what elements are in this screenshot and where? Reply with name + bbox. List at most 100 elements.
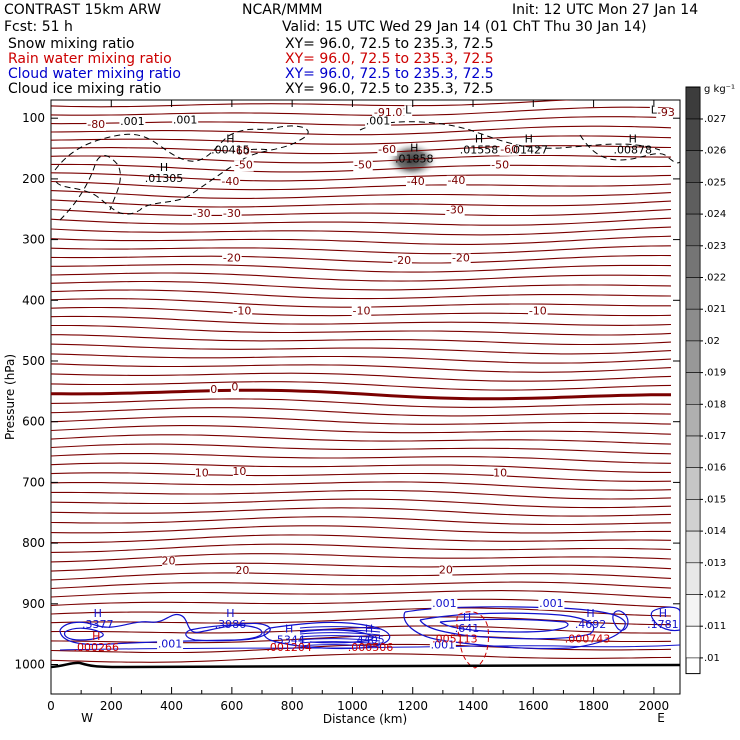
colorbar-swatch	[685, 87, 701, 120]
colorbar-swatch	[685, 467, 701, 500]
isotherm-line	[51, 343, 672, 355]
isotherm-line	[51, 498, 672, 509]
temperature-label: 10	[195, 466, 209, 479]
y-tick-label: 1000	[14, 658, 45, 672]
colorbar-label: .027	[704, 114, 726, 125]
valid-time: Valid: 15 UTC Wed 29 Jan 14 (01 ChT Thu …	[282, 19, 647, 35]
x-tick-label: 600	[220, 699, 243, 713]
colorbar-label: .018	[704, 399, 726, 410]
colorbar-label: .02	[704, 336, 720, 347]
isotherm-line	[51, 125, 672, 136]
cloud-water-label-value: .3377	[82, 618, 114, 631]
label-knockout	[405, 176, 426, 188]
colorbar-label: .019	[704, 368, 726, 379]
ice-label: H	[160, 161, 168, 174]
isotherm-line	[51, 443, 672, 455]
isotherm-line	[51, 472, 672, 482]
cloud-water-contour	[299, 626, 381, 630]
rain-label-value: .000743	[565, 633, 611, 646]
cloud-water-contour	[63, 627, 104, 641]
colorbar-label: .017	[704, 431, 726, 442]
isotherm-line	[51, 481, 672, 491]
temperature-label: 20	[235, 564, 249, 577]
ice-label: H	[410, 142, 418, 155]
colorbar-label: .016	[704, 463, 726, 474]
isotherm-line	[51, 489, 672, 500]
temperature-label: -60	[232, 145, 250, 158]
label-knockout	[372, 107, 412, 119]
isotherm-line	[51, 425, 672, 435]
label-knockout	[446, 175, 467, 187]
isotherm-line	[51, 398, 672, 408]
temperature-label: -60	[378, 143, 396, 156]
label-knockout	[231, 146, 251, 158]
cloud-water-contour	[299, 638, 381, 642]
x-tick-label: 1400	[458, 699, 489, 713]
isotherm-line	[51, 407, 672, 417]
isotherm-line	[51, 217, 672, 226]
ice-label: .001	[173, 114, 198, 127]
field-name: Cloud water mixing ratio	[8, 66, 181, 82]
west-label: W	[81, 711, 93, 725]
colorbar-label: .025	[704, 177, 726, 188]
ice-label-value: .01558	[460, 143, 499, 156]
temperature-label: -40	[221, 175, 239, 188]
colorbar-label: .021	[704, 304, 726, 315]
cloud-water-contour	[439, 618, 569, 633]
label-knockout	[377, 144, 397, 156]
isotherm-line	[51, 180, 672, 191]
ice-label: H	[525, 132, 533, 145]
y-tick-label: 700	[22, 475, 45, 489]
rain-label-value: .001204	[266, 641, 312, 654]
label-knockout	[119, 116, 146, 128]
cloud-ice-contour	[579, 134, 680, 164]
cloud-water-contour	[650, 606, 680, 632]
label-knockout	[220, 176, 241, 188]
colorbar-swatch	[685, 340, 701, 373]
colorbar-label: .024	[704, 209, 726, 220]
isotherm-line	[51, 462, 671, 473]
temperature-label: -30	[446, 203, 464, 216]
init-time: Init: 12 UTC Mon 27 Jan 14	[512, 2, 698, 18]
cloud-water-label: H	[463, 611, 471, 624]
isotherm-line	[51, 653, 672, 663]
terrain-line	[51, 661, 680, 669]
cloud-water-contour	[185, 624, 263, 642]
temperature-label: -10	[352, 304, 370, 317]
ice-label: .001	[120, 115, 145, 128]
field-xy: XY= 96.0, 72.5 to 235.3, 72.5	[285, 36, 494, 52]
label-knockout	[439, 565, 453, 577]
colorbar-swatch	[685, 499, 701, 532]
y-tick-label: 400	[22, 293, 45, 307]
isotherm-line	[51, 453, 672, 464]
colorbar-swatch	[685, 277, 701, 310]
temperature-label: -93	[657, 106, 675, 119]
ice-label-value: .01427	[510, 143, 549, 156]
colorbar-swatch	[685, 245, 701, 278]
cloud-water-contour	[612, 610, 629, 631]
temperature-label: -50	[235, 159, 253, 172]
isotherm-line	[51, 353, 672, 364]
cloud-water-label-value: .641	[455, 622, 480, 635]
isotherm-line	[51, 581, 672, 590]
ice-label: .001	[366, 114, 391, 127]
label-knockout	[191, 209, 212, 221]
label-knockout	[538, 598, 565, 610]
isotherm-line	[51, 116, 672, 126]
ice-label-value: .01305	[145, 172, 184, 185]
isotherm-line	[51, 416, 672, 425]
colorbar-swatch	[685, 372, 701, 405]
label-knockout	[162, 556, 176, 568]
colorbar-swatch	[685, 594, 701, 627]
rain-label-value: .000506	[348, 641, 394, 654]
rain-contour	[456, 611, 489, 669]
cloud-water-label-value: .4692	[575, 618, 607, 631]
cloud-water-label: .001	[539, 597, 564, 610]
field-xy: XY= 96.0, 72.5 to 235.3, 72.5	[285, 51, 494, 67]
ice-label-value: .01858	[395, 153, 434, 166]
label-knockout	[429, 640, 456, 652]
cloud-water-contour	[419, 612, 595, 640]
field-xy: XY= 96.0, 72.5 to 235.3, 72.5	[285, 81, 494, 97]
colorbar-label: .013	[704, 558, 726, 569]
cloud-water-label: H	[285, 622, 293, 635]
